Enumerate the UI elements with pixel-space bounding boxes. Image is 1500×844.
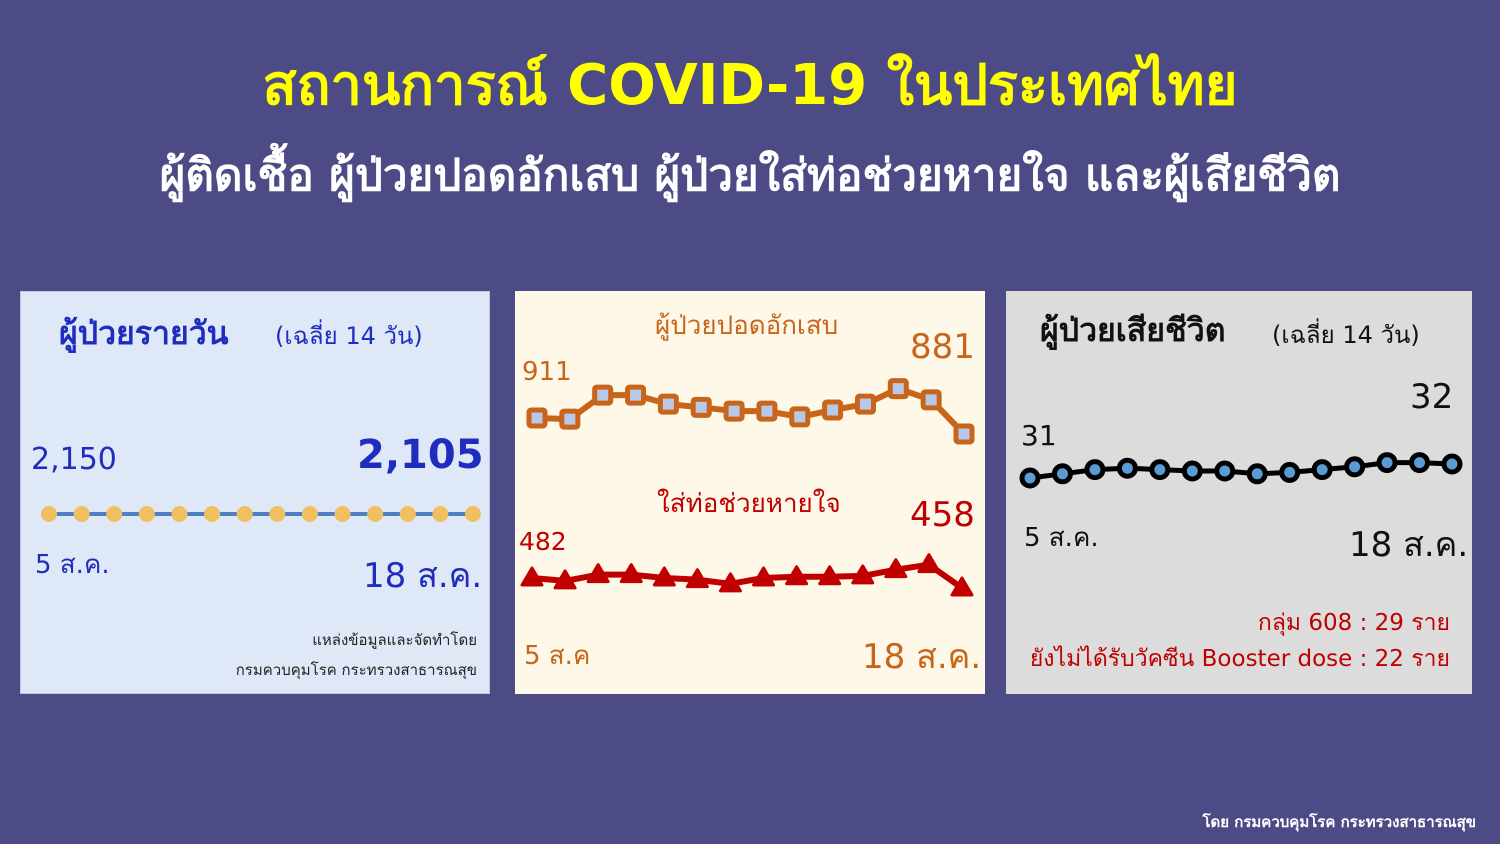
pneumonia-title: ผู้ป่วยปอดอักเสบ: [655, 311, 839, 341]
daily-end-label: 2,105: [357, 432, 484, 478]
daily_cases-point: [106, 506, 123, 522]
daily_cases-point: [236, 506, 253, 522]
ventilator-point: [884, 558, 908, 579]
pneumonia-point: [592, 384, 614, 406]
note-booster: ยังไม่ได้รับวัคซีน Booster dose : 22 ราย: [1029, 646, 1450, 672]
ventilator-point: [851, 564, 875, 585]
daily-cases-chart: [41, 506, 481, 522]
deaths-title: ผู้ป่วยเสียชีวิต: [1040, 311, 1226, 349]
daily-start-label: 2,150: [31, 442, 117, 477]
hospital-chart: [520, 378, 975, 597]
daily_cases-point: [269, 506, 286, 522]
ventilator-point: [752, 566, 776, 587]
pneumonia-point: [723, 400, 745, 422]
deaths-end-date: 18 ส.ค.: [1349, 525, 1469, 565]
ventilator-point: [619, 563, 643, 584]
pneumonia-point: [657, 393, 679, 415]
ventilator-point: [718, 572, 742, 593]
pneumonia-point: [953, 423, 975, 445]
pneumonia-point: [625, 384, 647, 406]
daily_cases-point: [399, 506, 416, 522]
ventilator-title: ใส่ท่อช่วยหายใจ: [657, 489, 841, 519]
ventilator-start-label: 482: [519, 527, 567, 556]
deaths-point: [1149, 459, 1171, 481]
hospital-start-date: 5 ส.ค: [524, 641, 591, 671]
deaths-point: [1279, 461, 1301, 483]
ventilator-end-label: 458: [910, 495, 975, 535]
deaths-point: [1214, 460, 1236, 482]
pneumonia-point: [756, 400, 778, 422]
pneumonia-point: [854, 393, 876, 415]
pneumonia-end-label: 881: [910, 327, 975, 367]
pneumonia-point: [559, 408, 581, 430]
pneumonia-point: [690, 396, 712, 418]
deaths-point: [1344, 456, 1366, 478]
ventilator-point: [553, 569, 577, 590]
pneumonia-point: [526, 407, 548, 429]
daily_cases-point: [171, 506, 188, 522]
daily_cases-point: [367, 506, 384, 522]
ventilator-point: [586, 563, 610, 584]
deaths-point: [1409, 452, 1431, 474]
pneumonia-point: [920, 389, 942, 411]
deaths-point: [1019, 467, 1041, 489]
deaths-title-note: (เฉลี่ย 14 วัน): [1272, 321, 1420, 349]
daily_cases-point: [334, 506, 351, 522]
deaths-point: [1116, 457, 1138, 479]
daily_cases-point: [465, 506, 481, 522]
ventilator-point: [818, 565, 842, 586]
daily-cases-panel: ผู้ป่วยรายวัน (เฉลี่ย 14 วัน) 2,150 2,10…: [20, 291, 490, 694]
page-subtitle: ผู้ติดเชื้อ ผู้ป่วยปอดอักเสบ ผู้ป่วยใส่ท…: [159, 150, 1341, 201]
deaths-point: [1051, 463, 1073, 485]
daily-end-date: 18 ส.ค.: [363, 556, 483, 596]
ventilator-point: [950, 576, 974, 597]
pneumonia-point: [822, 399, 844, 421]
source-line-1: แหล่งข้อมูลและจัดทำโดย: [312, 631, 477, 649]
deaths-point: [1181, 460, 1203, 482]
deaths-chart: [1019, 452, 1463, 489]
deaths-point: [1376, 452, 1398, 474]
daily-start-date: 5 ส.ค.: [35, 550, 110, 580]
ventilator-point: [685, 568, 709, 589]
daily-title: ผู้ป่วยรายวัน: [59, 314, 229, 352]
daily_cases-point: [432, 506, 449, 522]
page-title: สถานการณ์ COVID-19 ในประเทศไทย: [262, 53, 1238, 118]
deaths-start-date: 5 ส.ค.: [1024, 523, 1099, 553]
pneumonia-point: [789, 406, 811, 428]
deaths-point: [1246, 463, 1268, 485]
deaths-point: [1311, 459, 1333, 481]
ventilator-point: [917, 553, 941, 574]
ventilator-point: [520, 566, 544, 587]
note-608: กลุ่ม 608 : 29 ราย: [1257, 610, 1450, 636]
source-line-2: กรมควบคุมโรค กระทรวงสาธารณสุข: [235, 661, 477, 679]
hospital-end-date: 18 ส.ค.: [862, 637, 982, 677]
pneumonia-point: [887, 378, 909, 400]
daily_cases-point: [301, 506, 318, 522]
daily_cases-point: [41, 506, 57, 522]
pneumonia-start-label: 911: [522, 357, 572, 387]
daily_cases-point: [73, 506, 90, 522]
deaths-start-label: 31: [1021, 419, 1057, 452]
deaths-panel: ผู้ป่วยเสียชีวิต (เฉลี่ย 14 วัน) 32 31 5…: [1006, 291, 1472, 694]
deaths-point: [1084, 459, 1106, 481]
ventilator-point: [785, 565, 809, 586]
hospital-panel: ผู้ป่วยปอดอักเสบ 881 911 ใส่ท่อช่วยหายใจ…: [515, 291, 985, 694]
daily_cases-point: [138, 506, 155, 522]
footer-credit: โดย กรมควบคุมโรค กระทรวงสาธารณสุข: [1202, 813, 1476, 831]
ventilator-point: [652, 566, 676, 587]
deaths-end-label: 32: [1410, 377, 1454, 417]
daily-title-note: (เฉลี่ย 14 วัน): [275, 322, 423, 350]
daily_cases-point: [204, 506, 221, 522]
deaths-point: [1441, 453, 1463, 475]
